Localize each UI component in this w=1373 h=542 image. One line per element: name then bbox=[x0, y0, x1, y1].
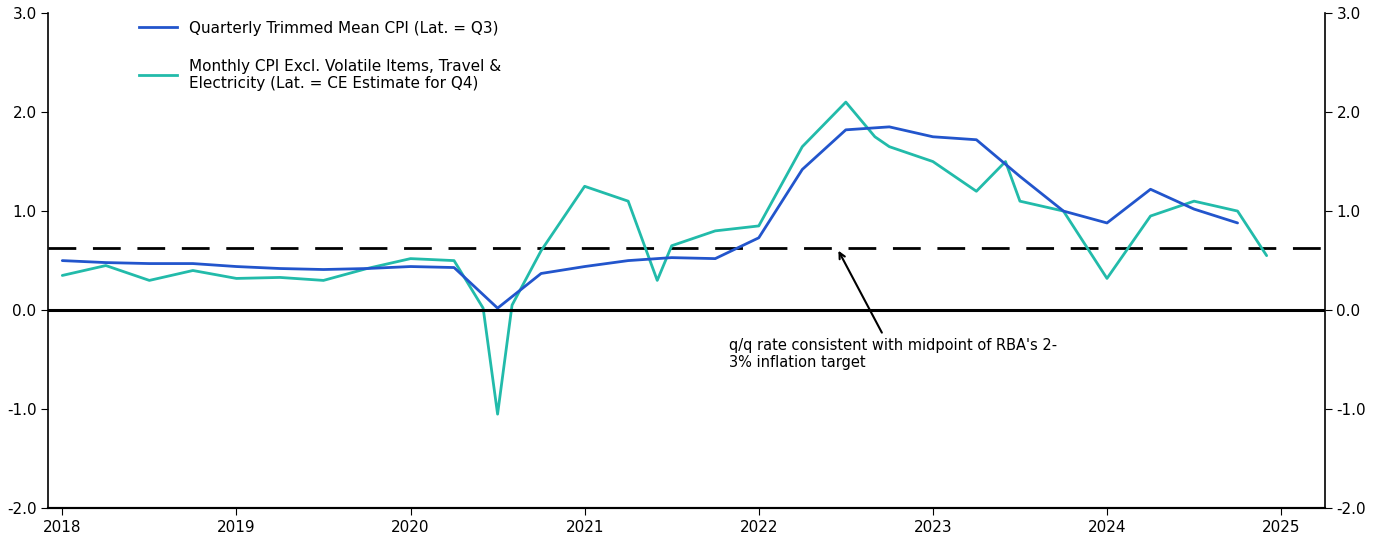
Legend: Quarterly Trimmed Mean CPI (Lat. = Q3), Monthly CPI Excl. Volatile Items, Travel: Quarterly Trimmed Mean CPI (Lat. = Q3), … bbox=[139, 21, 501, 91]
Text: q/q rate consistent with midpoint of RBA's 2-
3% inflation target: q/q rate consistent with midpoint of RBA… bbox=[729, 253, 1057, 370]
